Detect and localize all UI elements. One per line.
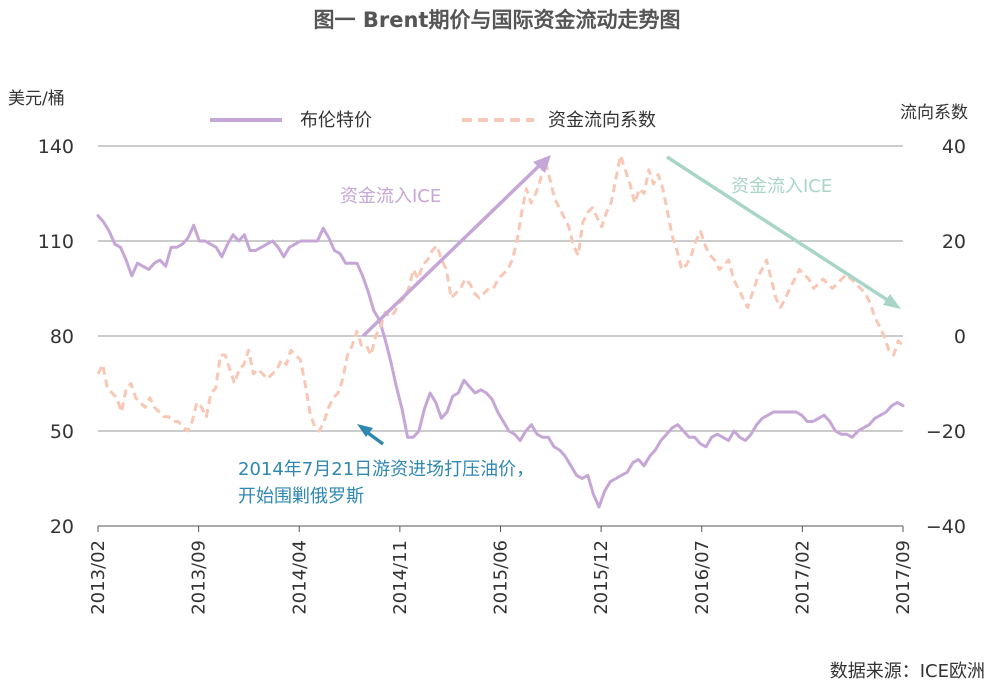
event-arrowhead-blue	[357, 424, 373, 437]
left-tick-label-80: 80	[50, 326, 74, 348]
left-axis-unit: 美元/桶	[8, 89, 65, 109]
annotation-event-line1: 2014年7月21日游资进场打压油价，	[238, 459, 534, 480]
left-tick-label-50: 50	[50, 421, 74, 443]
x-tick-label-3: 2014/11	[390, 540, 411, 615]
flow-in-arrow-green	[666, 155, 893, 305]
x-tick-label-7: 2017/02	[792, 540, 813, 615]
right-axis-unit: 流向系数	[900, 103, 968, 123]
flow-in-arrowhead-purple	[533, 155, 551, 173]
legend: 布伦特价 资金流向系数	[210, 110, 656, 131]
flow-in-arrow-purple	[361, 161, 544, 338]
chart-title: 图一 Brent期价与国际资金流动走势图	[314, 8, 681, 32]
x-tick-label-4: 2015/06	[491, 540, 512, 615]
series-line-flow	[96, 154, 905, 433]
annotation-flow-in-ice-green: 资金流入ICE	[731, 176, 832, 197]
left-tick-label-140: 140	[38, 136, 74, 158]
x-tick-label-2: 2014/04	[289, 540, 310, 615]
annotations: 资金流入ICE 资金流入ICE 2014年7月21日游资进场打压油价， 开始围剿…	[238, 155, 901, 507]
x-axis-ticks: 2013/02 2013/09 2014/04 2014/11 2015/06 2015/…	[88, 526, 914, 615]
right-tick-label-3: −20	[926, 421, 966, 443]
left-axis-ticks: 140 110 80 50 20	[38, 136, 74, 538]
flow-in-arrowhead-green	[883, 294, 901, 309]
right-tick-label-0: 40	[942, 136, 966, 158]
right-tick-label-2: 0	[954, 326, 966, 348]
x-tick-label-5: 2015/12	[591, 540, 612, 615]
x-tick-label-0: 2013/02	[88, 540, 109, 615]
series-layer	[96, 154, 905, 509]
x-tick-label-6: 2016/07	[692, 540, 713, 615]
data-source-note: 数据来源：ICE欧洲	[830, 661, 985, 682]
legend-label-flow: 资金流向系数	[548, 110, 656, 131]
x-tick-label-8: 2017/09	[893, 540, 914, 615]
right-tick-label-1: 20	[942, 231, 966, 253]
right-tick-label-4: −40	[926, 516, 966, 538]
right-axis-ticks: 40 20 0 −20 −40	[926, 136, 966, 538]
annotation-event-line2: 开始围剿俄罗斯	[238, 486, 364, 507]
series-line-brent	[96, 214, 905, 509]
legend-label-brent: 布伦特价	[300, 110, 372, 131]
annotation-flow-in-ice-purple: 资金流入ICE	[340, 186, 441, 207]
x-tick-label-1: 2013/09	[189, 540, 210, 615]
left-tick-label-110: 110	[38, 231, 74, 253]
left-tick-label-20: 20	[50, 516, 74, 538]
